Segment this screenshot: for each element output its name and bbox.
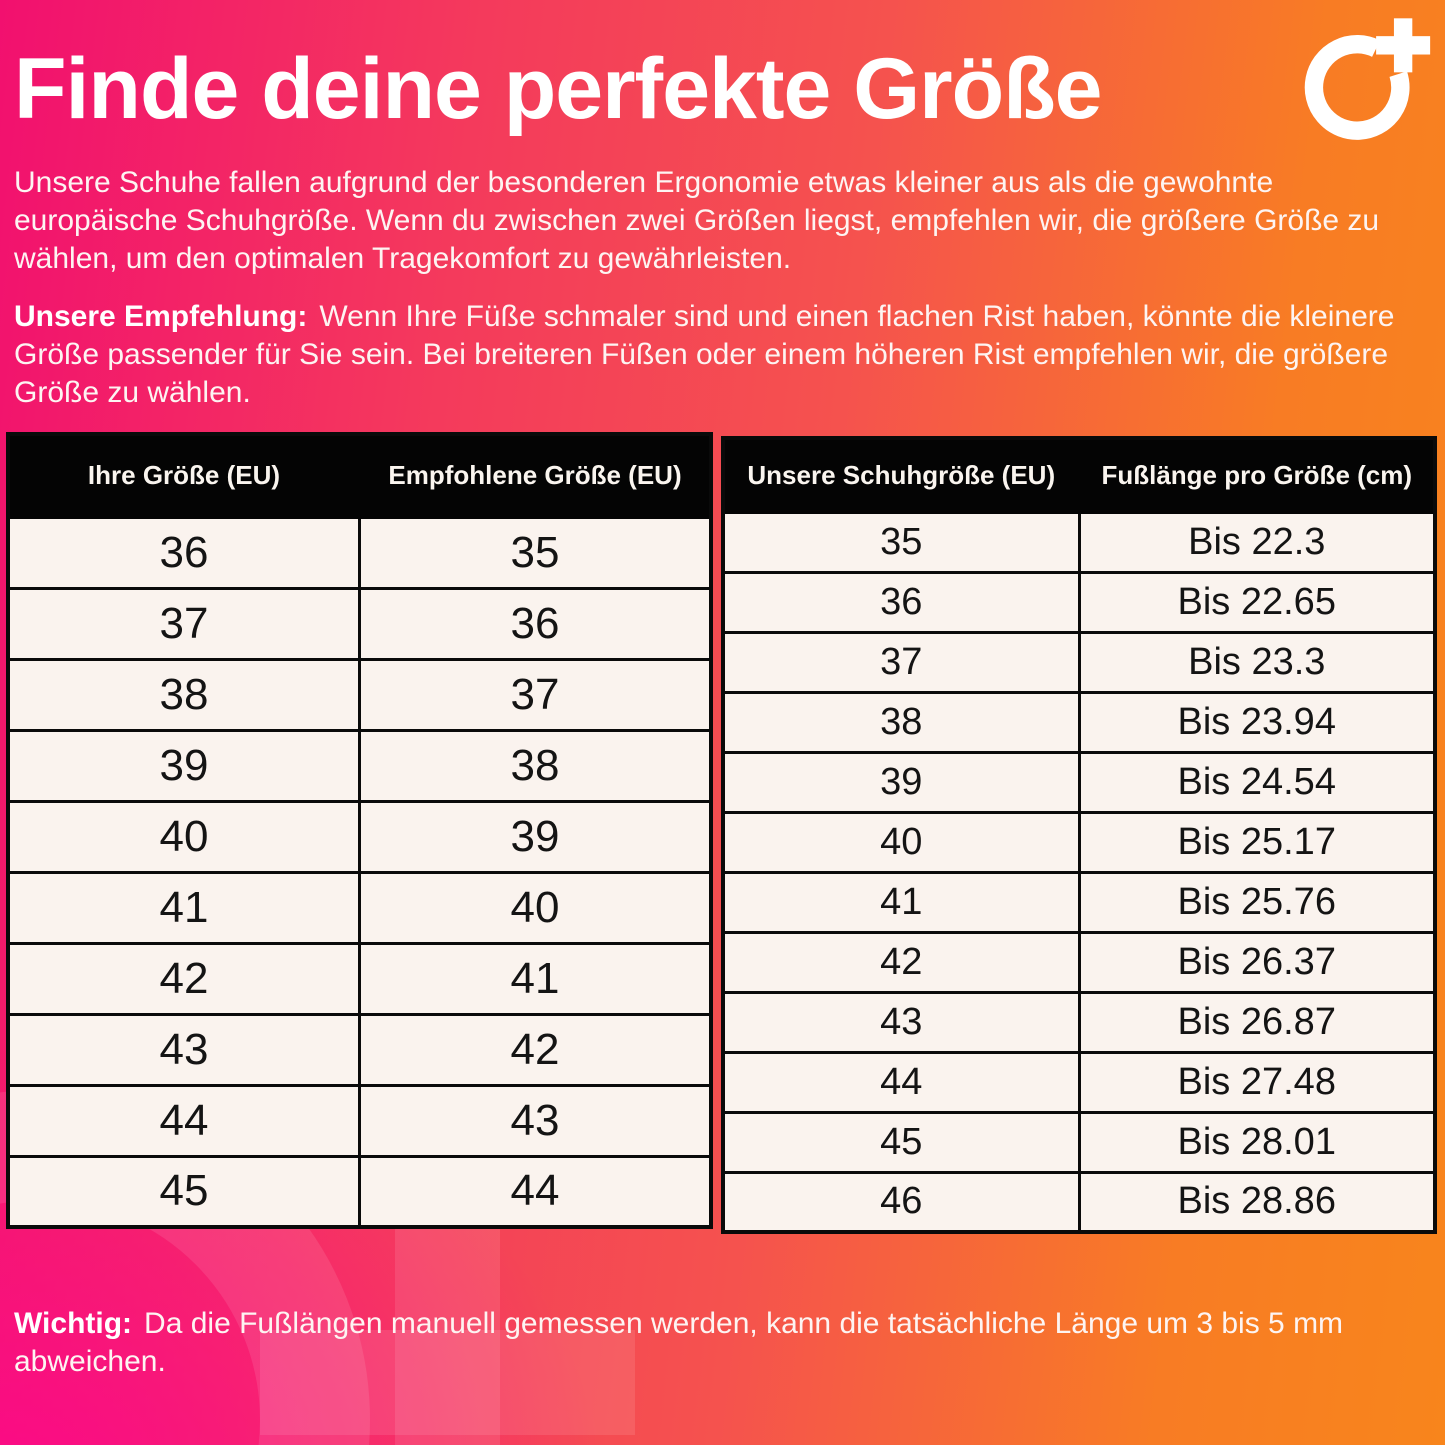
table-cell: 45 bbox=[721, 1110, 1081, 1174]
table-cell: 42 bbox=[358, 1012, 713, 1087]
table-row: 43 42 bbox=[6, 1012, 713, 1087]
table-cell: 44 bbox=[721, 1050, 1081, 1114]
table-row: 36 Bis 22.65 bbox=[721, 570, 1437, 634]
table-cell: 42 bbox=[721, 930, 1081, 994]
table-cell: 44 bbox=[358, 1154, 713, 1229]
o-plus-logo-icon bbox=[1304, 18, 1431, 140]
table-cell: Bis 26.37 bbox=[1077, 930, 1437, 994]
table-cell: Bis 25.76 bbox=[1077, 870, 1437, 934]
table-cell: 35 bbox=[721, 510, 1081, 574]
recommendation-label: Unsere Empfehlung: bbox=[14, 300, 308, 333]
column-header: Ihre Größe (EU) bbox=[6, 432, 361, 519]
table-row: 39 Bis 24.54 bbox=[721, 750, 1437, 814]
table-row: 45 44 bbox=[6, 1154, 713, 1229]
table-row: 38 Bis 23.94 bbox=[721, 690, 1437, 754]
table-row: 37 36 bbox=[6, 586, 713, 661]
table-row: 37 Bis 23.3 bbox=[721, 630, 1437, 694]
table-cell: 36 bbox=[358, 586, 713, 661]
table-cell: 39 bbox=[721, 750, 1081, 814]
table-cell: Bis 22.65 bbox=[1077, 570, 1437, 634]
table-cell: 46 bbox=[721, 1170, 1081, 1234]
table-cell: Bis 28.86 bbox=[1077, 1170, 1437, 1234]
header-row: Unsere Schuhgröße (EU) Fußlänge pro Größe… bbox=[721, 436, 1437, 514]
table-row: 42 41 bbox=[6, 941, 713, 1016]
table-cell: Bis 25.17 bbox=[1077, 810, 1437, 874]
table-cell: 39 bbox=[6, 728, 361, 803]
footer-note-body: Da die Fußlängen manuell gemessen werden… bbox=[14, 1307, 1344, 1378]
recommendation-text: Unsere Empfehlung: Wenn Ihre Füße schmale… bbox=[14, 298, 1438, 412]
table-cell: 35 bbox=[358, 515, 713, 590]
table-cell: Bis 28.01 bbox=[1077, 1110, 1437, 1174]
table-cell: Bis 22.3 bbox=[1077, 510, 1437, 574]
table-cell: Bis 24.54 bbox=[1077, 750, 1437, 814]
table-cell: 43 bbox=[358, 1083, 713, 1158]
table-cell: 37 bbox=[358, 657, 713, 732]
table-cell: 39 bbox=[358, 799, 713, 874]
table-row: 44 43 bbox=[6, 1083, 713, 1158]
table-cell: 37 bbox=[721, 630, 1081, 694]
table-row: 40 Bis 25.17 bbox=[721, 810, 1437, 874]
table-cell: Bis 26.87 bbox=[1077, 990, 1437, 1054]
table-cell: 40 bbox=[721, 810, 1081, 874]
table-cell: Bis 23.3 bbox=[1077, 630, 1437, 694]
foot-length-table: Unsere Schuhgröße (EU) Fußlänge pro Größe… bbox=[721, 436, 1437, 1234]
table-row: 44 Bis 27.48 bbox=[721, 1050, 1437, 1114]
recommendation-body: Wenn Ihre Füße schmaler sind und einen f… bbox=[14, 300, 1395, 409]
footer-note: Wichtig: Da die Fußlängen manuell gemesse… bbox=[14, 1305, 1438, 1381]
table-cell: 41 bbox=[358, 941, 713, 1016]
table-cell: 44 bbox=[6, 1083, 361, 1158]
table-row: 43 Bis 26.87 bbox=[721, 990, 1437, 1054]
table-row: 38 37 bbox=[6, 657, 713, 732]
table-row: 35 Bis 22.3 bbox=[721, 510, 1437, 574]
table-cell: 41 bbox=[6, 870, 361, 945]
column-header: Fußlänge pro Größe (cm) bbox=[1077, 436, 1437, 514]
table-cell: 38 bbox=[358, 728, 713, 803]
table-cell: Bis 23.94 bbox=[1077, 690, 1437, 754]
table-cell: 40 bbox=[6, 799, 361, 874]
table-row: 36 35 bbox=[6, 515, 713, 590]
table-cell: 40 bbox=[358, 870, 713, 945]
table-row: 41 40 bbox=[6, 870, 713, 945]
table-cell: 42 bbox=[6, 941, 361, 1016]
header-row: Ihre Größe (EU) Empfohlene Größe (EU) bbox=[6, 432, 713, 519]
table-row: 46 Bis 28.86 bbox=[721, 1170, 1437, 1234]
page-title: Finde deine perfekte Größe bbox=[14, 41, 1102, 137]
table-cell: 43 bbox=[721, 990, 1081, 1054]
table-row: 39 38 bbox=[6, 728, 713, 803]
table-cell: 37 bbox=[6, 586, 361, 661]
footer-note-label: Wichtig: bbox=[14, 1307, 133, 1340]
table-cell: 36 bbox=[721, 570, 1081, 634]
table-row: 45 Bis 28.01 bbox=[721, 1110, 1437, 1174]
column-header: Unsere Schuhgröße (EU) bbox=[721, 436, 1081, 514]
table-cell: 38 bbox=[6, 657, 361, 732]
table-cell: 36 bbox=[6, 515, 361, 590]
intro-text: Unsere Schuhe fallen aufgrund der besond… bbox=[14, 166, 1380, 275]
table-cell: 41 bbox=[721, 870, 1081, 934]
table-cell: 45 bbox=[6, 1154, 361, 1229]
table-row: 42 Bis 26.37 bbox=[721, 930, 1437, 994]
table-cell: Bis 27.48 bbox=[1077, 1050, 1437, 1114]
table-row: 41 Bis 25.76 bbox=[721, 870, 1437, 934]
table-cell: 38 bbox=[721, 690, 1081, 754]
table-row: 40 39 bbox=[6, 799, 713, 874]
column-header: Empfohlene Größe (EU) bbox=[358, 432, 713, 519]
size-conversion-table: Ihre Größe (EU) Empfohlene Größe (EU) 36 35… bbox=[6, 432, 713, 1229]
table-cell: 43 bbox=[6, 1012, 361, 1087]
